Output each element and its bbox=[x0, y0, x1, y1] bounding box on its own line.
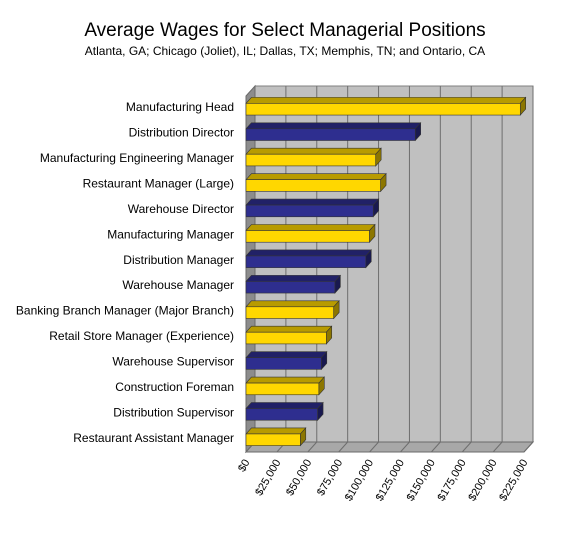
x-tick-label: $175,000 bbox=[435, 458, 468, 504]
bar-top bbox=[245, 97, 527, 104]
bar-end bbox=[380, 172, 387, 193]
bar-end bbox=[375, 147, 382, 167]
bar-end bbox=[369, 223, 376, 243]
x-tick-label: $125,000 bbox=[374, 458, 407, 504]
plot-side-wall bbox=[245, 84, 256, 454]
category-label: Manufacturing Engineering Manager bbox=[40, 151, 234, 165]
gridline-floor bbox=[369, 441, 379, 453]
bar-top bbox=[245, 224, 376, 231]
category-label: Distribution Director bbox=[129, 126, 234, 140]
gridline-floor bbox=[338, 441, 349, 453]
bar bbox=[245, 331, 327, 345]
bar bbox=[245, 230, 370, 243]
chart-subtitle: Atlanta, GA; Chicago (Joliet), IL; Dalla… bbox=[84, 44, 486, 58]
bar-top bbox=[245, 173, 387, 180]
bar-end bbox=[326, 325, 333, 345]
gridline-floor bbox=[461, 441, 472, 453]
gridline-floor bbox=[492, 441, 503, 453]
category-label: Distribution Manager bbox=[123, 253, 234, 267]
category-label: Banking Branch Manager (Major Branch) bbox=[16, 304, 234, 318]
x-tick-label: $25,000 bbox=[253, 458, 283, 498]
bar-top bbox=[245, 147, 382, 155]
bar bbox=[245, 433, 301, 446]
bar-top bbox=[245, 351, 328, 358]
category-label: Restaurant Assistant Manager bbox=[73, 431, 234, 445]
category-label: Construction Foreman bbox=[115, 380, 234, 394]
bar bbox=[245, 128, 416, 141]
bar-end bbox=[333, 300, 340, 320]
gridline-floor bbox=[430, 441, 441, 453]
bar bbox=[245, 382, 320, 396]
bar-end bbox=[334, 274, 341, 294]
bar-top bbox=[245, 402, 324, 409]
bar-top bbox=[245, 122, 422, 130]
x-tick-label: $100,000 bbox=[343, 458, 376, 504]
bar-top bbox=[245, 300, 340, 308]
bar-end bbox=[372, 198, 379, 218]
category-label: Distribution Supervisor bbox=[113, 405, 234, 419]
x-tick-label: $200,000 bbox=[466, 457, 499, 503]
bar bbox=[245, 204, 374, 218]
bar bbox=[245, 255, 367, 268]
bar bbox=[245, 281, 336, 294]
bar bbox=[245, 153, 377, 167]
bar-top bbox=[245, 198, 380, 206]
category-label: Retail Store Manager (Experience) bbox=[49, 329, 234, 343]
bar-end bbox=[519, 96, 526, 116]
category-label: Restaurant Manager (Large) bbox=[83, 177, 234, 191]
category-label: Warehouse Director bbox=[128, 202, 234, 216]
bar-end bbox=[321, 350, 328, 371]
bar-top bbox=[245, 249, 372, 257]
gridline-floor bbox=[307, 441, 318, 453]
bar-top bbox=[245, 427, 307, 435]
bar bbox=[245, 408, 318, 421]
bar-end bbox=[318, 376, 325, 396]
x-tick-label: $150,000 bbox=[405, 458, 438, 504]
bar-top bbox=[245, 325, 333, 333]
gridline-floor bbox=[523, 441, 534, 453]
bar bbox=[245, 306, 335, 319]
category-label: Manufacturing Head bbox=[126, 100, 234, 114]
bar bbox=[245, 357, 322, 370]
category-label: Warehouse Manager bbox=[122, 278, 234, 292]
gridline-floor bbox=[400, 441, 410, 453]
bar-top bbox=[245, 275, 342, 282]
x-tick-label: $50,000 bbox=[284, 458, 314, 498]
chart-title: Average Wages for Select Managerial Posi… bbox=[84, 20, 486, 41]
bar-top bbox=[245, 376, 325, 384]
bar bbox=[245, 179, 381, 192]
x-tick-label: $0 bbox=[236, 458, 253, 475]
x-tick-label: $225,000 bbox=[497, 458, 530, 504]
bar-end bbox=[300, 427, 307, 447]
bar-end bbox=[365, 249, 372, 269]
bar bbox=[245, 103, 521, 116]
x-tick-label: $75,000 bbox=[315, 458, 345, 498]
category-label: Warehouse Supervisor bbox=[112, 355, 234, 369]
bar-end bbox=[317, 401, 324, 421]
category-label: Manufacturing Manager bbox=[107, 227, 234, 241]
bar-end bbox=[414, 122, 421, 142]
